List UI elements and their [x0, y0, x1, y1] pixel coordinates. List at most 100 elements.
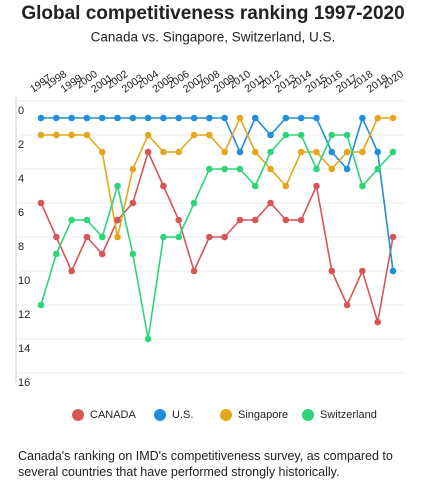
data-point	[343, 301, 351, 309]
data-point	[114, 114, 121, 122]
data-point	[328, 131, 336, 139]
data-point	[206, 165, 213, 173]
legend-item: CANADA	[72, 409, 137, 421]
data-point	[114, 233, 121, 241]
data-point	[282, 182, 290, 190]
data-point	[359, 148, 366, 156]
legend-item: Singapore	[220, 409, 288, 421]
y-tick-label: 8	[18, 241, 24, 253]
y-tick-label: 0	[18, 105, 24, 117]
legend-label: Singapore	[238, 409, 288, 421]
data-point	[53, 250, 60, 258]
data-point	[221, 233, 228, 241]
data-point	[282, 216, 290, 224]
legend-label: Switzerland	[320, 409, 377, 421]
legend-item: Switzerland	[302, 409, 377, 421]
data-point	[221, 148, 228, 156]
data-point	[144, 114, 152, 122]
y-tick-label: 6	[18, 207, 24, 219]
series-line	[40, 149, 394, 323]
data-point	[37, 199, 45, 207]
data-point	[282, 131, 290, 139]
data-point	[236, 148, 244, 156]
data-point	[98, 233, 106, 241]
data-point	[374, 165, 381, 173]
data-point	[206, 233, 213, 241]
data-point	[313, 182, 320, 190]
data-point	[144, 131, 152, 139]
chart-title: Global competitiveness ranking 1997-2020	[21, 3, 404, 24]
data-point	[389, 267, 397, 275]
data-point	[374, 148, 381, 156]
data-point	[37, 114, 45, 122]
data-point	[129, 114, 137, 122]
data-point	[251, 114, 259, 122]
data-point	[343, 131, 351, 139]
data-point	[144, 148, 152, 156]
data-point	[160, 182, 167, 190]
y-tick-label: 10	[18, 275, 30, 287]
data-point	[267, 131, 274, 139]
data-point	[160, 114, 167, 122]
legend-label: CANADA	[90, 409, 137, 421]
data-point	[83, 114, 91, 122]
data-point	[282, 114, 290, 122]
data-point	[190, 114, 198, 122]
data-point	[389, 148, 397, 156]
x-tick-label: 2020	[380, 68, 406, 91]
data-point	[206, 131, 213, 139]
data-point	[83, 131, 91, 139]
data-point	[251, 216, 259, 224]
data-point	[175, 114, 183, 122]
data-point	[160, 233, 167, 241]
data-point	[68, 267, 75, 275]
data-point	[98, 250, 106, 258]
data-point	[313, 114, 320, 122]
data-point	[114, 216, 121, 224]
data-point	[343, 148, 351, 156]
data-point	[37, 131, 45, 139]
legend-swatch	[72, 409, 84, 421]
data-point	[129, 250, 137, 258]
data-point	[98, 114, 106, 122]
data-point	[251, 182, 259, 190]
data-point	[175, 148, 183, 156]
data-point	[343, 165, 351, 173]
legend-swatch	[220, 409, 232, 421]
data-point	[297, 148, 305, 156]
data-point	[236, 165, 244, 173]
data-point	[190, 199, 198, 207]
data-point	[37, 301, 45, 309]
data-point	[221, 114, 228, 122]
data-point	[267, 148, 274, 156]
data-point	[190, 267, 198, 275]
legend-swatch	[154, 409, 166, 421]
data-point	[83, 216, 91, 224]
data-point	[374, 318, 381, 326]
legend-label: U.S.	[172, 409, 193, 421]
y-tick-label: 14	[18, 343, 30, 355]
data-point	[374, 114, 381, 122]
legend-item: U.S.	[154, 409, 193, 421]
data-point	[267, 165, 274, 173]
data-point	[236, 216, 244, 224]
data-point	[328, 267, 336, 275]
data-point	[160, 148, 167, 156]
data-point	[359, 114, 366, 122]
data-point	[359, 182, 366, 190]
legend-swatch	[302, 409, 314, 421]
data-point	[251, 148, 259, 156]
data-point	[267, 199, 274, 207]
data-point	[221, 165, 228, 173]
data-point	[98, 148, 106, 156]
data-point	[328, 148, 336, 156]
y-tick-label: 4	[18, 173, 24, 185]
series-line	[41, 115, 394, 272]
data-point	[53, 233, 60, 241]
data-point	[68, 216, 75, 224]
data-point	[68, 131, 75, 139]
data-point	[313, 165, 320, 173]
y-tick-label: 12	[18, 309, 30, 321]
data-point	[175, 216, 183, 224]
series-line	[41, 116, 393, 238]
